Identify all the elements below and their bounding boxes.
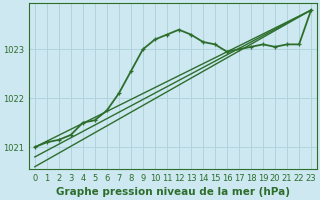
X-axis label: Graphe pression niveau de la mer (hPa): Graphe pression niveau de la mer (hPa): [56, 187, 290, 197]
